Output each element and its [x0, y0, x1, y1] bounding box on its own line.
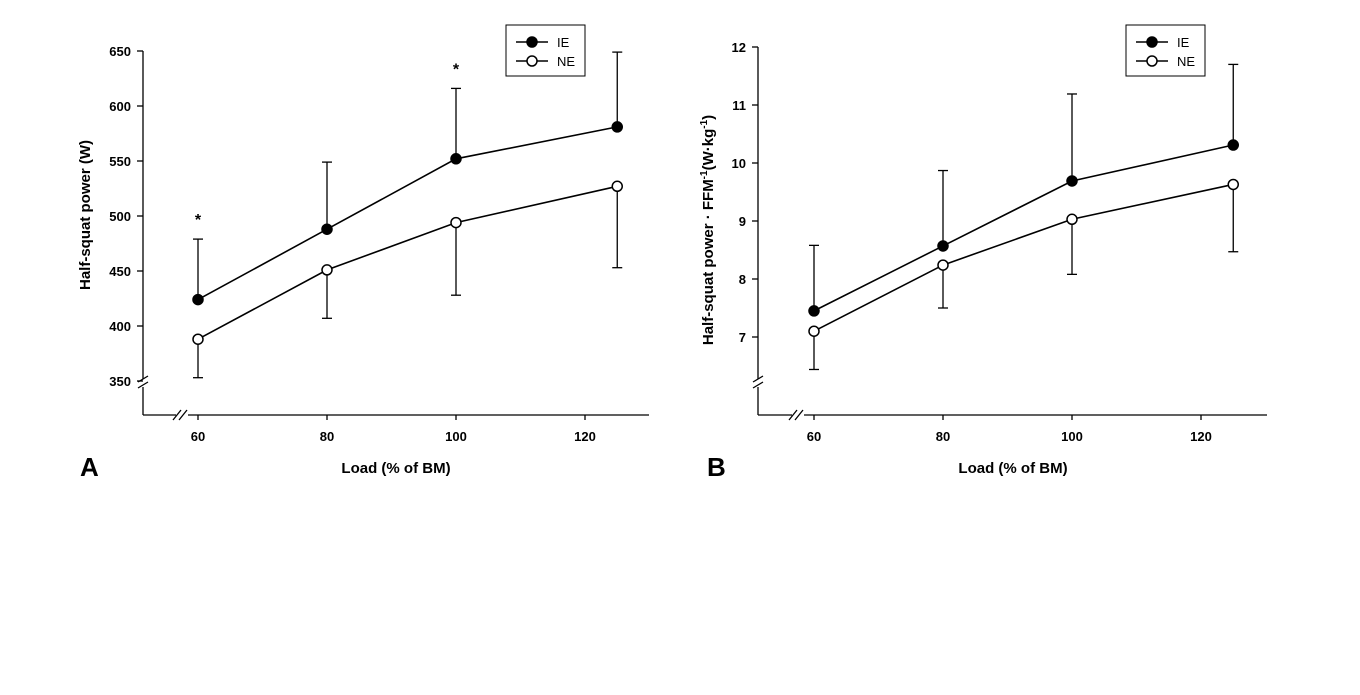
panel-a-ie-point: [321, 223, 333, 235]
panel-b-y-tick-label: 9: [739, 214, 746, 229]
panel-a-x-axis-title: Load (% of BM): [341, 460, 450, 477]
panel-b-ne-point: [937, 259, 949, 271]
panel-a-chart: A Load (% of BM) Half-squat power (W) 35…: [77, 24, 649, 482]
panel-b-y-title-sup1: -1: [699, 170, 710, 179]
panel-b-chart: B Load (% of BM) Half-squat power · FFM-…: [699, 24, 1267, 482]
panel-b-legend-marker: [1146, 36, 1158, 48]
panel-b-y-tick-label: 12: [732, 40, 746, 55]
panel-b-y-title-unit: (W·kg: [700, 129, 717, 171]
panel-b-letter: B: [707, 452, 726, 482]
panel-a-significance-marker: *: [453, 61, 460, 78]
panel-a-y-tick-label: 450: [109, 264, 131, 279]
panel-b-x-tick-label: 120: [1190, 429, 1212, 444]
panel-a-y-tick-label: 550: [109, 154, 131, 169]
panel-a-x-tick-label: 60: [191, 429, 205, 444]
panel-b-x-tick-label: 80: [936, 429, 950, 444]
panel-a-ne-point: [450, 216, 462, 229]
panel-a-ie-line: [197, 126, 618, 301]
panel-b-legend: [1125, 24, 1206, 77]
panel-a-legend-marker: [526, 36, 538, 48]
panel-b-y-tick-label: 10: [732, 156, 746, 171]
panel-b-ie-line: [813, 144, 1234, 312]
panel-a-legend-label: NE: [557, 54, 575, 69]
panel-b-x-axis-break: [788, 409, 804, 421]
panel-a-y-tick-label: 600: [109, 99, 131, 114]
panel-a-y-axis-title: Half-squat power (W): [77, 140, 94, 290]
panel-a-x-tick-label: 120: [574, 429, 596, 444]
panel-b-ne-line: [813, 183, 1234, 332]
panel-a-significance-marker: *: [195, 212, 202, 229]
panel-b-legend-label: NE: [1177, 54, 1195, 69]
panel-a-ne-point: [611, 180, 623, 193]
panel-b-ie-point: [808, 305, 820, 317]
panel-b-y-axis-break: [752, 375, 764, 389]
panel-a-y-tick-label: 350: [109, 374, 131, 389]
panel-a-y-tick-label: 650: [109, 44, 131, 59]
panel-b-y-title-close: ): [700, 115, 717, 120]
panel-a-ne-point: [192, 333, 204, 345]
panel-a-y-tick-label: 400: [109, 319, 131, 334]
panel-b-y-tick-label: 11: [732, 98, 746, 113]
panel-a-letter: A: [80, 452, 99, 482]
panel-b-ne-point: [808, 325, 820, 337]
panel-a-x-tick-label: 100: [445, 429, 467, 444]
panel-b-ie-point: [937, 240, 949, 252]
panel-a-legend-marker: [526, 55, 538, 67]
panel-a-x-tick-label: 80: [320, 429, 334, 444]
panel-a-ie-point: [450, 153, 462, 165]
panel-a-ie-point: [192, 293, 204, 306]
panel-b-ne-point: [1066, 213, 1078, 226]
panel-a-x-axis-break: [172, 409, 188, 421]
panel-b-legend-label: IE: [1177, 35, 1190, 50]
panel-b-ne-point: [1227, 178, 1239, 191]
panel-b-y-axis-title: Half-squat power · FFM-1(W·kg-1): [699, 115, 717, 345]
panel-b-x-tick-label: 100: [1061, 429, 1083, 444]
panel-b-y-tick-label: 8: [739, 272, 746, 287]
panel-a-legend: [505, 24, 586, 77]
panel-b-ie-point: [1066, 175, 1078, 187]
panel-b-y-title-sup2: -1: [699, 119, 710, 128]
panel-a-ie-point: [611, 121, 623, 133]
panel-b-x-axis-title: Load (% of BM): [958, 460, 1067, 477]
panel-b-x-tick-label: 60: [807, 429, 821, 444]
panel-b-y-tick-label: 7: [739, 330, 746, 345]
panel-a-ne-point: [321, 264, 333, 276]
panel-a-y-tick-label: 500: [109, 209, 131, 224]
panel-b-ie-point: [1227, 139, 1239, 151]
panel-b-y-title-main: Half-squat power · FFM: [700, 179, 717, 345]
panel-a-legend-label: IE: [557, 35, 570, 50]
panel-a-ne-line: [197, 185, 618, 340]
panel-b-legend-marker: [1146, 55, 1158, 67]
